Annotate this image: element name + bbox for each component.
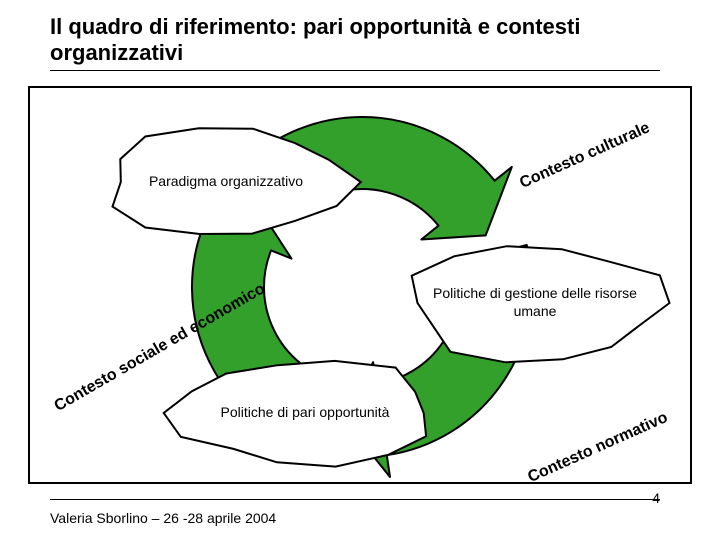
footer-rule bbox=[50, 499, 660, 500]
blob-label-politiche-hr: Politiche di gestione delle risorse uman… bbox=[428, 268, 642, 338]
slide: Il quadro di riferimento: pari opportuni… bbox=[0, 0, 720, 540]
footer-text: Valeria Sborlino – 26 -28 aprile 2004 bbox=[50, 510, 276, 526]
blob-label-paradigma: Paradigma organizzativo bbox=[124, 150, 328, 215]
blob-label-politiche-po: Politiche di pari opportunità bbox=[195, 382, 416, 444]
page-number: 4 bbox=[652, 490, 660, 506]
diagram-frame: Paradigma organizzativo Politiche di gest… bbox=[28, 86, 692, 484]
slide-title: Il quadro di riferimento: pari opportuni… bbox=[50, 14, 660, 67]
title-rule bbox=[50, 70, 660, 71]
